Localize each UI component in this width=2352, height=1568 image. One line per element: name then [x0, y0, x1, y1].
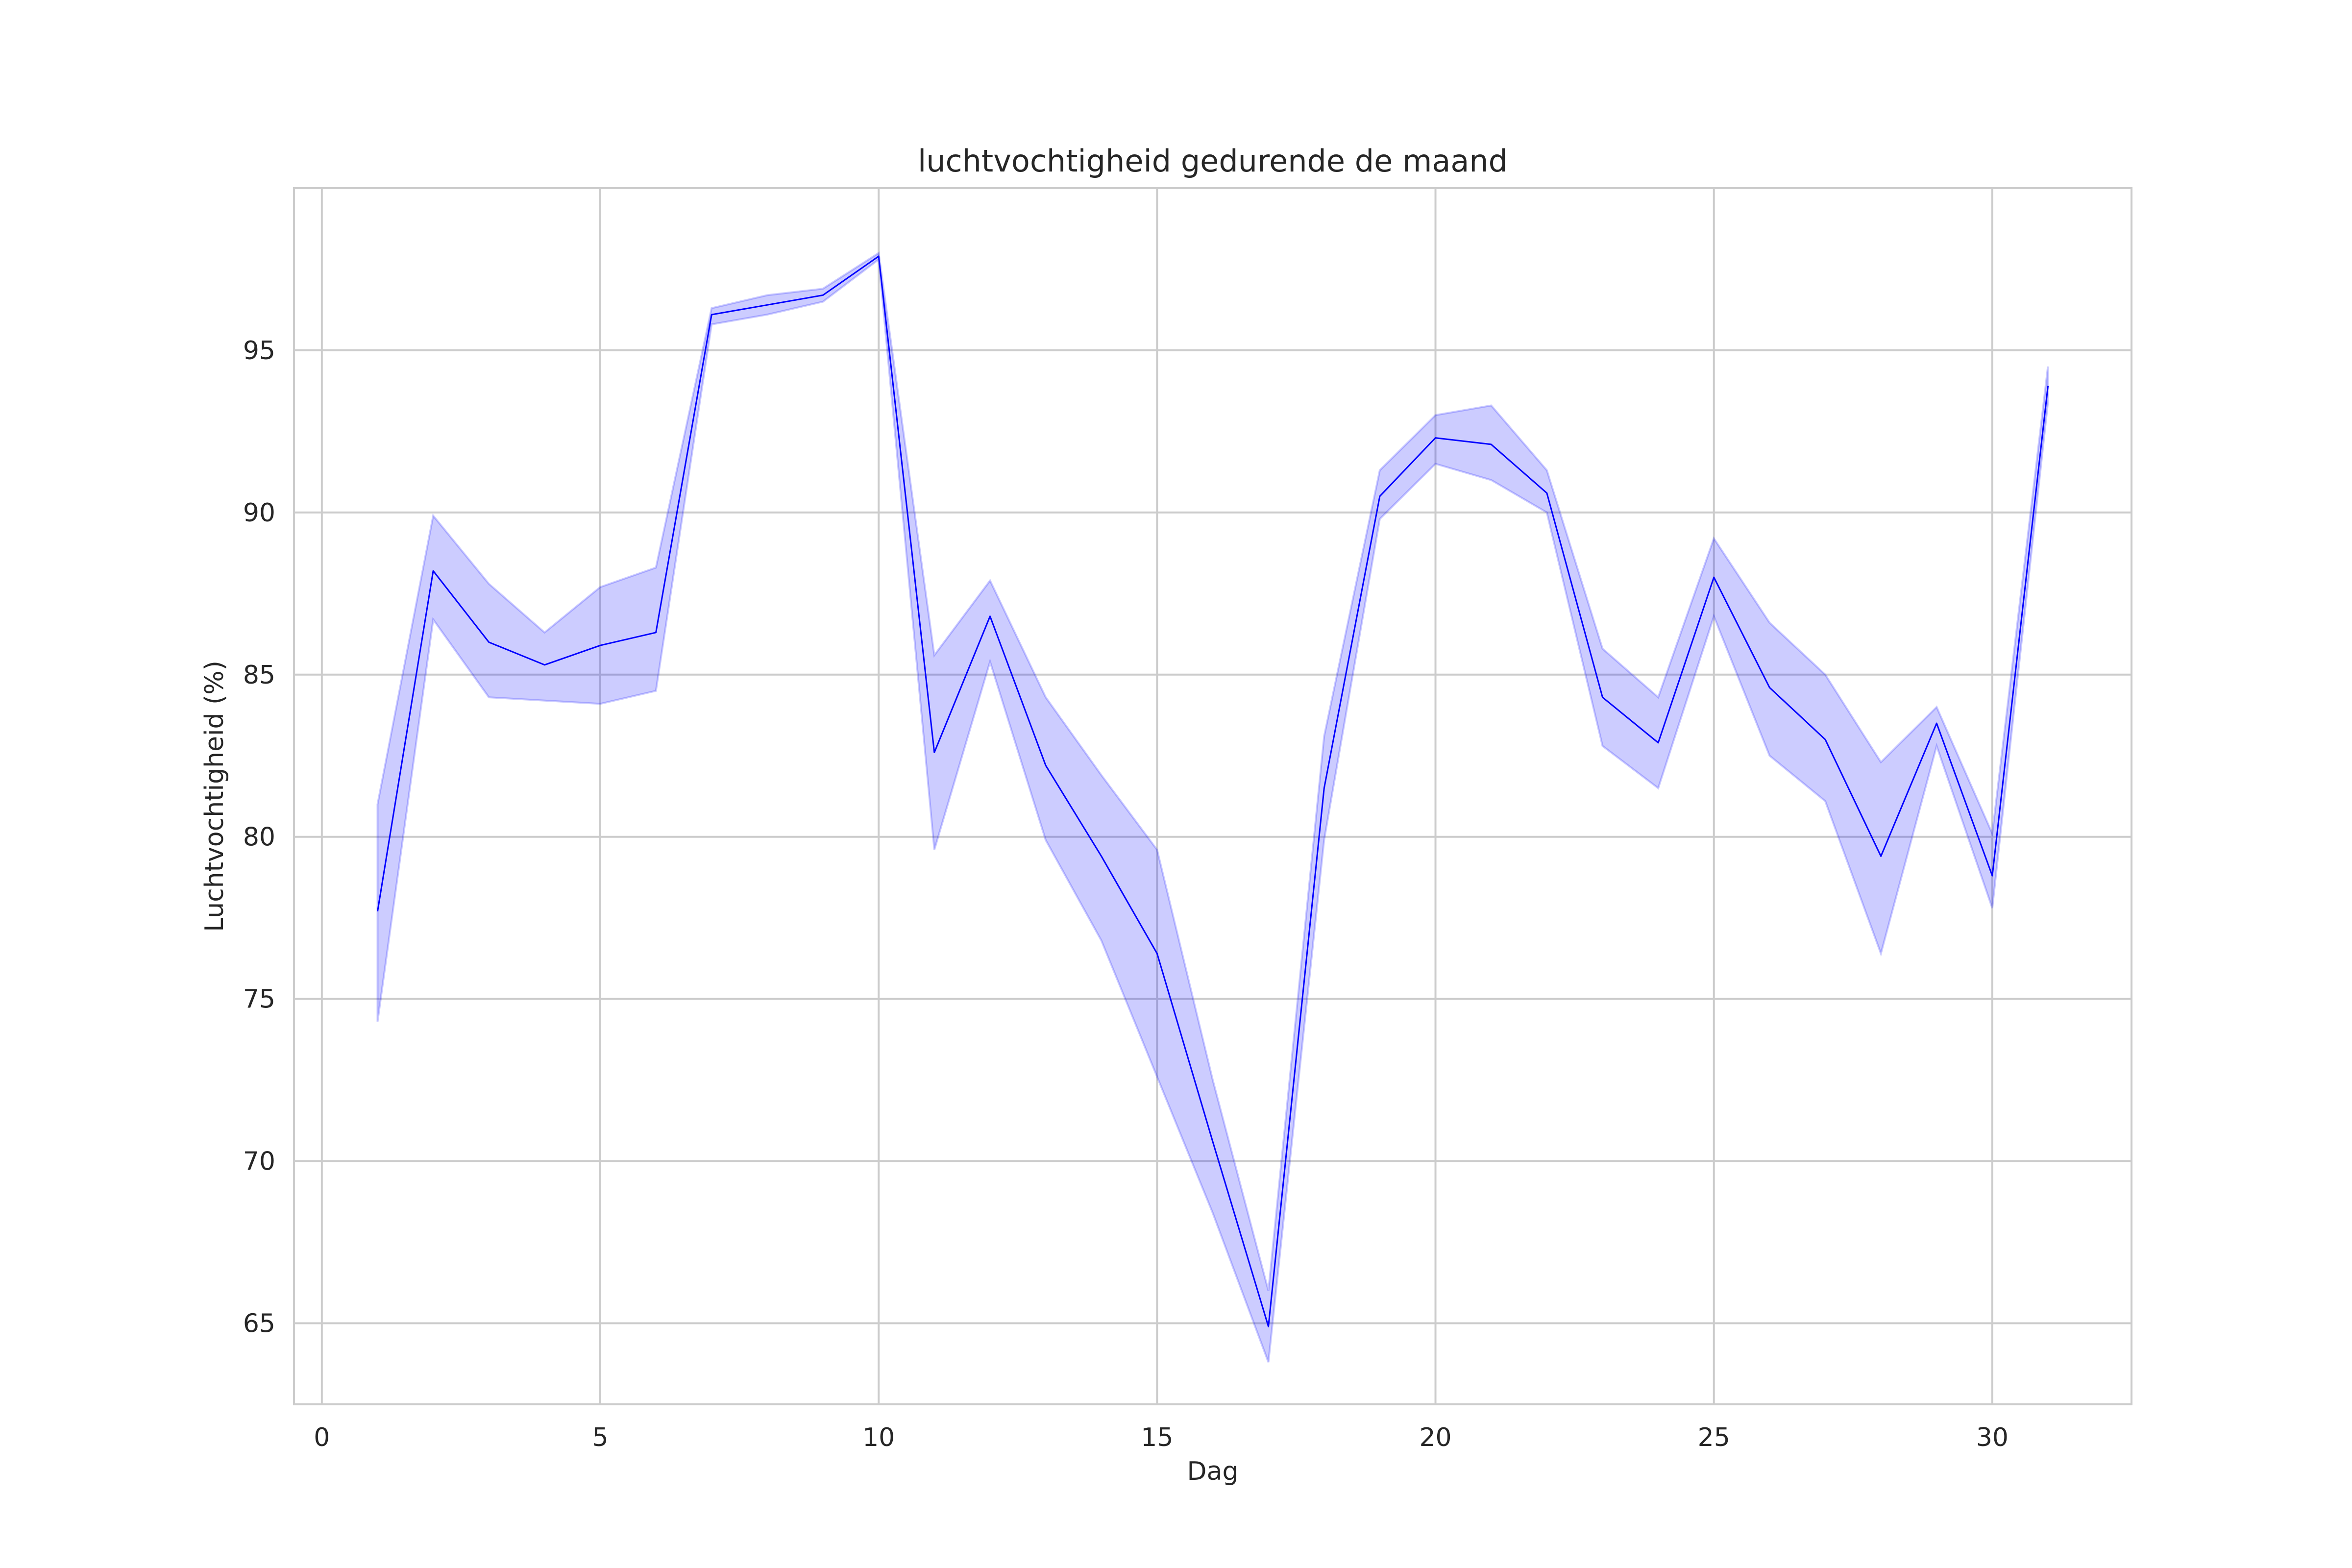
y-tick-label: 75 [243, 985, 275, 1014]
x-tick-label: 20 [1419, 1423, 1451, 1452]
chart-title: luchtvochtigheid gedurende de maand [918, 143, 1508, 179]
x-axis-label: Dag [1187, 1457, 1239, 1486]
y-tick-label: 95 [243, 336, 275, 366]
y-tick-label: 85 [243, 661, 275, 690]
x-tick-label: 0 [314, 1423, 330, 1452]
grid-lines [294, 188, 2132, 1404]
x-tick-label: 15 [1141, 1423, 1173, 1452]
y-tick-labels: 65 70 75 80 85 90 95 [243, 336, 275, 1339]
x-tick-label: 25 [1698, 1423, 1730, 1452]
y-tick-label: 80 [243, 823, 275, 852]
confidence-band [376, 251, 2049, 1363]
plot-frame [293, 187, 2132, 1405]
y-tick-label: 65 [243, 1309, 275, 1339]
x-tick-label: 10 [862, 1423, 895, 1452]
x-tick-label: 30 [1976, 1423, 2009, 1452]
y-tick-label: 70 [243, 1147, 275, 1176]
x-tick-labels: 0 5 10 15 20 25 30 [314, 1423, 2009, 1452]
x-tick-label: 5 [592, 1423, 608, 1452]
y-tick-label: 90 [243, 498, 275, 528]
y-axis-label: Luchtvochtigheid (%) [200, 661, 229, 932]
series-line [377, 255, 2049, 1327]
